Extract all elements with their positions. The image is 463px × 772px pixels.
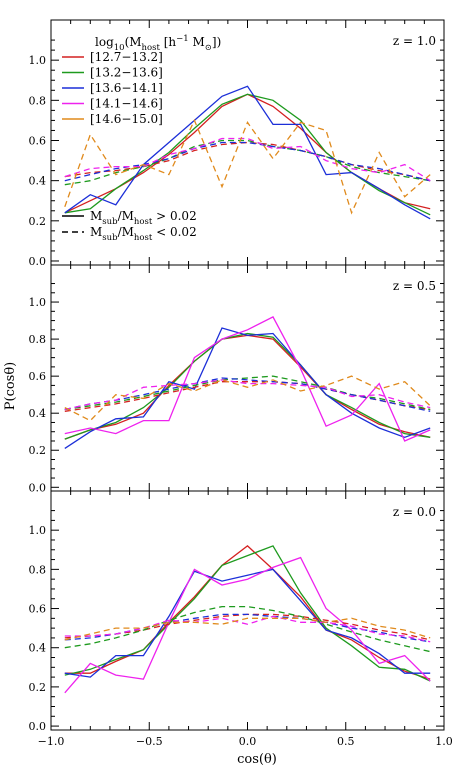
y-tick-label: 0.0 (29, 255, 47, 268)
redshift-annotation: z = 0.0 (393, 505, 436, 519)
dashed-series-line (64, 141, 431, 182)
x-tick-label: 0.5 (337, 735, 355, 748)
dashed-series-line (64, 377, 431, 412)
panel-bottom: 0.0 0.2 0.4 0.6 0.8 1.0 −1.0 −0.5 0.0 0.5 1.0 z = 0… (29, 490, 453, 748)
legend-mass-bin-label: [13.6−14.1] (90, 81, 163, 95)
panel-top: 0.0 0.2 0.4 0.6 0.8 1.0 z = 1.0 (29, 19, 445, 268)
dashed-series-line (64, 375, 431, 422)
redshift-annotation: z = 1.0 (393, 34, 436, 48)
dashed-series-line (64, 615, 431, 643)
solid-series-line (64, 85, 431, 220)
legend-title: log10(Mhost [h−1 M⊙]) (95, 34, 221, 53)
x-tick-label: 1.0 (435, 735, 453, 748)
dashed-series-line (64, 605, 431, 653)
dashed-series-line (64, 137, 431, 182)
y-tick-label: 0.6 (29, 370, 47, 383)
y-tick-label: 1.0 (29, 296, 47, 309)
y-tick-label: 0.0 (29, 481, 47, 494)
y-tick-label: 0.4 (29, 407, 47, 420)
dashed-series-line (64, 141, 431, 182)
dashed-series-line (64, 375, 431, 411)
legend-mass-bin-label: [14.6−15.0] (90, 112, 163, 126)
y-tick-label: 0.2 (29, 444, 47, 457)
y-tick-label: 0.8 (29, 94, 47, 107)
y-axis-label: P(cosθ) (3, 362, 18, 411)
legend-mass-bin-label: [14.1−14.6] (90, 97, 163, 111)
solid-series-line (64, 316, 431, 442)
y-tick-label: 0.0 (29, 720, 47, 733)
legend-mass-bin-label: [13.2−13.6] (90, 66, 163, 80)
y-tick-label: 0.6 (29, 134, 47, 147)
legend-solid-label: Msub/Mhost > 0.02 (90, 209, 197, 227)
dashed-series-line (64, 381, 431, 412)
y-tick-label: 0.4 (29, 175, 47, 188)
x-tick-label: −1.0 (38, 735, 65, 748)
y-tick-label: 1.0 (29, 524, 47, 537)
panel-middle: 0.0 0.2 0.4 0.6 0.8 1.0 z = 0.5 (29, 264, 445, 494)
legend: log10(Mhost [h−1 M⊙])[12.7−13.2] [13.2−13… (62, 34, 221, 243)
dashed-series-line (64, 379, 431, 411)
y-tick-label: 0.4 (29, 642, 47, 655)
x-axis-label: cos(θ) (237, 752, 277, 767)
dashed-series-line (64, 617, 431, 641)
y-tick-label: 0.2 (29, 681, 47, 694)
legend-dashed-label: Msub/Mhost < 0.02 (90, 225, 197, 243)
y-tick-label: 0.2 (29, 215, 47, 228)
solid-series-line (64, 545, 431, 682)
legend-mass-bin-label: [12.7−13.2] (90, 50, 163, 64)
y-tick-label: 0.8 (29, 333, 47, 346)
redshift-annotation: z = 0.5 (393, 279, 436, 293)
dashed-series-line (64, 139, 431, 186)
panels: 0.0 0.2 0.4 0.6 0.8 1.0 z = 1.0 0.0 0.2 0.4 0.6 0.8… (29, 19, 453, 748)
solid-series-line (64, 556, 431, 694)
y-tick-label: 0.6 (29, 603, 47, 616)
solid-series-line (64, 327, 431, 449)
y-tick-label: 1.0 (29, 54, 47, 67)
solid-series-line (64, 93, 431, 216)
panel-frame (50, 490, 445, 731)
solid-series-line (64, 568, 431, 678)
x-tick-label: 0.0 (239, 735, 257, 748)
dashed-series-line (64, 118, 431, 215)
x-tick-label: −0.5 (136, 735, 163, 748)
y-tick-label: 0.8 (29, 563, 47, 576)
